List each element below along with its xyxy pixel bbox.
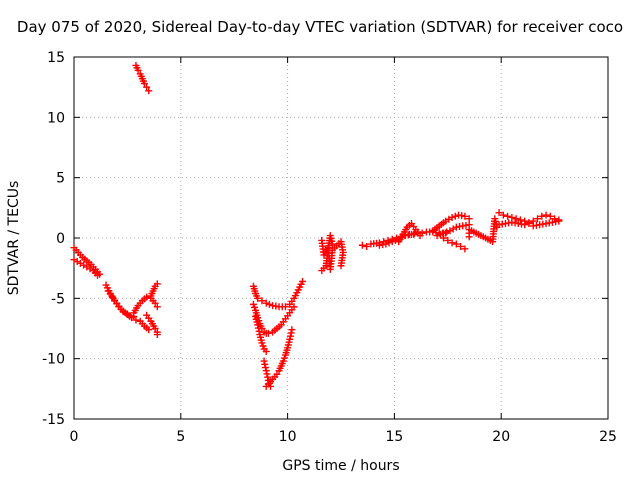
data-point: [363, 242, 371, 250]
data-point: [134, 66, 142, 74]
data-point: [145, 326, 153, 334]
data-point: [534, 215, 542, 223]
data-point: [461, 245, 469, 253]
data-point: [151, 299, 159, 307]
data-point: [512, 215, 520, 223]
data-point: [262, 367, 270, 375]
data-point: [433, 232, 441, 240]
data-point: [337, 262, 345, 270]
data-point: [444, 236, 452, 244]
data-point: [448, 213, 456, 221]
axis-ticks: 0 5 10 15 20 25 -15 -10 -5 0 5 10 15: [42, 50, 617, 445]
data-point: [457, 242, 465, 250]
data-point: [461, 212, 469, 220]
x-tick-label: 10: [279, 429, 297, 445]
data-point: [258, 297, 266, 305]
data-point: [261, 360, 269, 368]
y-tick-label: 10: [47, 110, 65, 126]
data-point: [452, 240, 460, 248]
data-point: [281, 303, 289, 311]
data-point: [254, 321, 262, 329]
data-point: [286, 332, 294, 340]
data-point: [499, 211, 507, 219]
data-point: [153, 331, 161, 339]
data-point: [262, 347, 270, 355]
data-point: [145, 87, 153, 95]
x-tick-label: 20: [492, 429, 510, 445]
data-point: [264, 373, 272, 381]
data-point: [440, 234, 448, 242]
data-points: [70, 61, 563, 390]
data-point: [443, 228, 451, 236]
data-point: [542, 211, 550, 219]
data-point: [288, 326, 296, 334]
data-point: [262, 364, 270, 372]
data-point: [555, 217, 563, 225]
data-point: [267, 382, 275, 390]
x-tick-label: 15: [385, 429, 403, 445]
data-point: [525, 220, 533, 228]
data-point: [260, 357, 268, 365]
y-tick-label: 15: [47, 50, 65, 66]
data-point: [286, 335, 294, 343]
data-point: [328, 240, 336, 248]
y-tick-label: 0: [56, 231, 65, 247]
data-point: [143, 83, 151, 91]
data-point: [495, 209, 503, 217]
data-point: [521, 221, 529, 229]
data-point: [436, 230, 444, 238]
data-point: [385, 239, 393, 247]
y-tick-label: 5: [56, 171, 65, 187]
data-point: [299, 277, 307, 285]
data-point: [407, 230, 415, 238]
y-tick-label: -15: [42, 412, 65, 428]
data-point: [263, 370, 271, 378]
chart-title: Day 075 of 2020, Sidereal Day-to-day VTE…: [16, 18, 624, 36]
data-point: [254, 294, 262, 302]
y-axis-label: SDTVAR / TECUs: [6, 181, 22, 296]
y-tick-label: -10: [42, 352, 65, 368]
data-point: [265, 300, 273, 308]
data-point: [416, 232, 424, 240]
data-point: [382, 240, 390, 248]
y-tick-label: -5: [51, 291, 65, 307]
data-point: [93, 271, 101, 279]
data-point: [132, 316, 140, 324]
data-point: [358, 241, 366, 249]
data-point: [287, 329, 295, 337]
data-point: [504, 212, 512, 220]
x-tick-label: 5: [176, 429, 185, 445]
data-point: [546, 212, 554, 220]
data-point: [465, 215, 473, 223]
data-point: [290, 303, 298, 311]
data-point: [538, 212, 546, 220]
data-point: [140, 80, 148, 88]
grid-lines: [74, 57, 608, 419]
data-point: [143, 293, 151, 301]
data-point: [516, 216, 524, 224]
data-point: [153, 303, 161, 311]
data-point: [255, 327, 263, 335]
x-tick-label: 25: [599, 429, 617, 445]
data-point: [391, 236, 399, 244]
data-point: [388, 238, 396, 246]
data-point: [273, 370, 281, 378]
data-point: [262, 299, 270, 307]
x-axis-label: GPS time / hours: [282, 458, 399, 474]
data-point: [254, 324, 262, 332]
data-point: [448, 239, 456, 247]
data-point: [151, 325, 159, 332]
data-point: [153, 280, 161, 288]
plot-frame: [73, 56, 609, 420]
data-point: [264, 329, 272, 337]
x-tick-label: 0: [70, 429, 79, 445]
data-point: [451, 212, 459, 220]
